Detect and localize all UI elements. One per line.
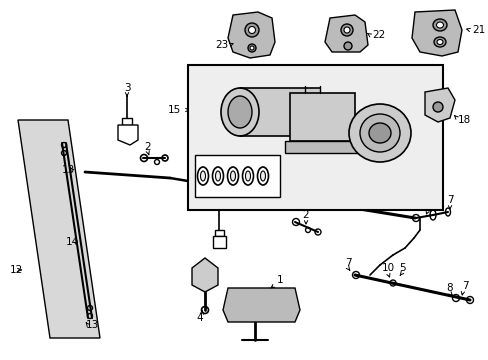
Ellipse shape <box>340 24 352 36</box>
Ellipse shape <box>432 19 446 31</box>
Text: 10: 10 <box>381 263 394 273</box>
Text: 7: 7 <box>446 195 452 205</box>
Ellipse shape <box>368 123 390 143</box>
Bar <box>215 230 224 236</box>
Ellipse shape <box>433 37 445 47</box>
Text: 19: 19 <box>378 143 391 153</box>
Polygon shape <box>411 10 461 56</box>
Ellipse shape <box>247 44 256 52</box>
Ellipse shape <box>244 23 259 37</box>
Text: 13: 13 <box>61 165 75 175</box>
Text: 11: 11 <box>223 173 236 183</box>
Text: 5: 5 <box>398 263 405 273</box>
Ellipse shape <box>257 167 268 185</box>
Ellipse shape <box>242 167 253 185</box>
Ellipse shape <box>359 114 399 152</box>
Text: 21: 21 <box>471 25 484 35</box>
Text: 17: 17 <box>210 92 223 102</box>
Ellipse shape <box>343 27 349 33</box>
Ellipse shape <box>436 40 442 45</box>
Text: 22: 22 <box>371 30 385 40</box>
Text: 2: 2 <box>302 210 309 220</box>
Bar <box>187 65 442 210</box>
Bar <box>213 236 225 248</box>
Ellipse shape <box>215 171 220 181</box>
Text: 9: 9 <box>356 190 363 200</box>
Ellipse shape <box>227 96 251 128</box>
Polygon shape <box>227 12 274 58</box>
Text: 12: 12 <box>10 265 23 275</box>
Ellipse shape <box>245 171 250 181</box>
Polygon shape <box>192 258 218 292</box>
Text: 8: 8 <box>446 283 452 293</box>
Polygon shape <box>325 15 367 52</box>
Text: 6: 6 <box>426 200 432 210</box>
Text: 18: 18 <box>457 115 470 125</box>
Ellipse shape <box>221 88 259 136</box>
Ellipse shape <box>260 171 265 181</box>
Ellipse shape <box>348 104 410 162</box>
Text: 14: 14 <box>65 237 79 247</box>
Polygon shape <box>18 120 100 338</box>
Text: 3: 3 <box>206 195 213 205</box>
Text: 7: 7 <box>344 258 350 268</box>
Text: 2: 2 <box>144 142 151 152</box>
Ellipse shape <box>248 27 255 33</box>
Ellipse shape <box>436 22 443 28</box>
Text: 4: 4 <box>196 313 203 323</box>
Text: 15: 15 <box>167 105 181 115</box>
Ellipse shape <box>432 102 442 112</box>
Polygon shape <box>118 125 138 145</box>
Bar <box>289 93 354 141</box>
Text: 20: 20 <box>218 156 231 166</box>
Text: 16: 16 <box>313 77 326 87</box>
Text: 23: 23 <box>214 40 227 50</box>
Polygon shape <box>223 288 299 322</box>
Ellipse shape <box>200 171 205 181</box>
Text: 1: 1 <box>276 275 283 285</box>
Ellipse shape <box>343 42 351 50</box>
Bar <box>195 155 280 197</box>
Text: 13: 13 <box>85 320 99 330</box>
Bar <box>122 118 132 125</box>
Bar <box>285 141 359 153</box>
Polygon shape <box>424 88 454 122</box>
Ellipse shape <box>197 167 208 185</box>
Text: 7: 7 <box>461 281 468 291</box>
Ellipse shape <box>230 171 235 181</box>
Ellipse shape <box>227 167 238 185</box>
Ellipse shape <box>212 167 223 185</box>
Ellipse shape <box>249 46 253 50</box>
Bar <box>240 88 319 136</box>
Text: 3: 3 <box>123 83 130 93</box>
